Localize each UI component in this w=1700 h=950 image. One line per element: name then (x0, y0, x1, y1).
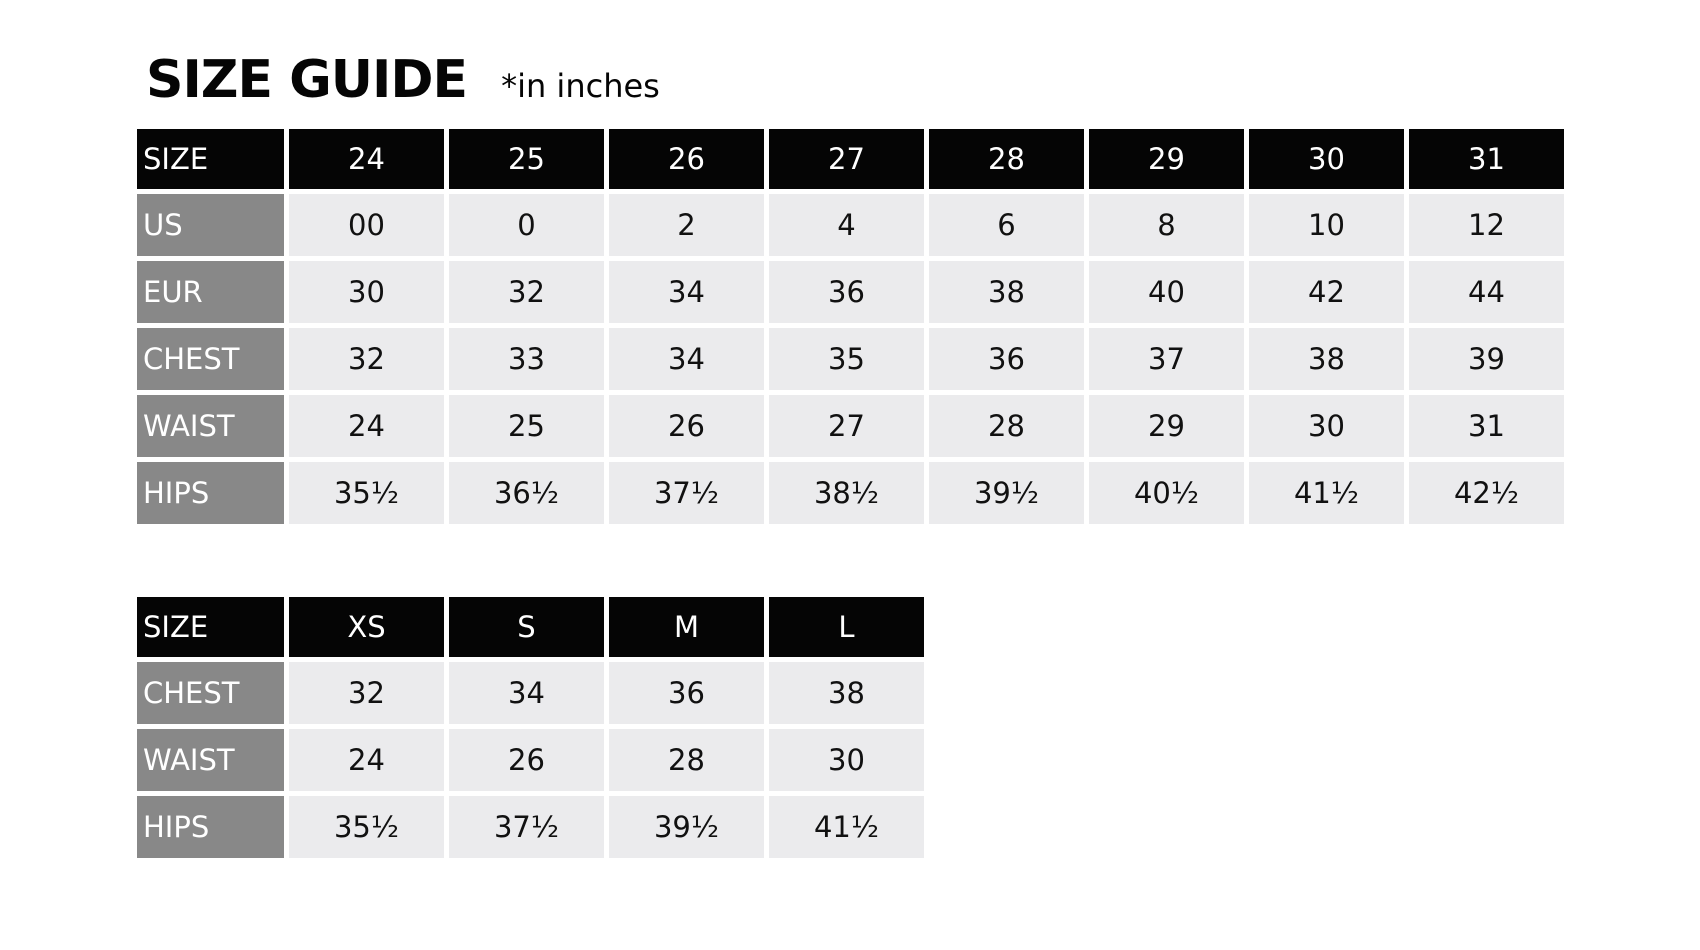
table-cell: 37½ (609, 462, 764, 524)
row-label-cell: CHEST (137, 662, 284, 724)
row-label-cell: CHEST (137, 328, 284, 390)
table-cell: 35½ (289, 796, 444, 858)
table-cell: 39 (1409, 328, 1564, 390)
header-cell: 24 (289, 129, 444, 189)
header-cell: 30 (1249, 129, 1404, 189)
header-cell: 27 (769, 129, 924, 189)
table-cell: 27 (769, 395, 924, 457)
row-label-cell: US (137, 194, 284, 256)
table-cell: 4 (769, 194, 924, 256)
table-cell: 6 (929, 194, 1084, 256)
page-title: SIZE GUIDE (146, 50, 468, 110)
table-cell: 38 (769, 662, 924, 724)
table-cell: 34 (609, 328, 764, 390)
table-cell: 12 (1409, 194, 1564, 256)
table-cell: 37½ (449, 796, 604, 858)
table-cell: 30 (289, 261, 444, 323)
row-label-cell: HIPS (137, 462, 284, 524)
table-cell: 33 (449, 328, 604, 390)
table-cell: 37 (1089, 328, 1244, 390)
row-label-cell: WAIST (137, 395, 284, 457)
table-cell: 34 (449, 662, 604, 724)
table-cell: 32 (449, 261, 604, 323)
table-cell: 36 (609, 662, 764, 724)
table-cell: 26 (449, 729, 604, 791)
table-cell: 42½ (1409, 462, 1564, 524)
table-cell: 40½ (1089, 462, 1244, 524)
units-note: *in inches (501, 67, 660, 105)
table-cell: 38 (929, 261, 1084, 323)
table-cell: 38½ (769, 462, 924, 524)
table-cell: 44 (1409, 261, 1564, 323)
table-cell: 25 (449, 395, 604, 457)
table-cell: 31 (1409, 395, 1564, 457)
table-cell: 24 (289, 395, 444, 457)
table-cell: 30 (769, 729, 924, 791)
table-cell: 42 (1249, 261, 1404, 323)
row-label-cell: HIPS (137, 796, 284, 858)
header-cell: 29 (1089, 129, 1244, 189)
table-cell: 34 (609, 261, 764, 323)
table-cell: 35 (769, 328, 924, 390)
row-label-cell: WAIST (137, 729, 284, 791)
table-cell: 36 (769, 261, 924, 323)
row-label-cell: EUR (137, 261, 284, 323)
table-cell: 10 (1249, 194, 1404, 256)
table-cell: 30 (1249, 395, 1404, 457)
numeric-size-table: SIZE 24 25 26 27 28 29 30 31 US 00 0 2 4 6 8 10 12 EUR 30 32… (137, 129, 1564, 524)
table-cell: 36 (929, 328, 1084, 390)
table-cell: 41½ (1249, 462, 1404, 524)
header-cell: M (609, 597, 764, 657)
table-cell: 36½ (449, 462, 604, 524)
header-cell: S (449, 597, 604, 657)
table-cell: 32 (289, 328, 444, 390)
header-label-cell: SIZE (137, 129, 284, 189)
table-cell: 28 (609, 729, 764, 791)
table-cell: 2 (609, 194, 764, 256)
header-cell: 25 (449, 129, 604, 189)
table-cell: 35½ (289, 462, 444, 524)
table-cell: 24 (289, 729, 444, 791)
table-cell: 38 (1249, 328, 1404, 390)
table-cell: 29 (1089, 395, 1244, 457)
table-cell: 00 (289, 194, 444, 256)
table-cell: 26 (609, 395, 764, 457)
table-cell: 40 (1089, 261, 1244, 323)
header-cell: 26 (609, 129, 764, 189)
table-cell: 8 (1089, 194, 1244, 256)
header-label-cell: SIZE (137, 597, 284, 657)
letter-size-table: SIZE XS S M L CHEST 32 34 36 38 WAIST 24 26 28 30 HIPS 3… (137, 597, 924, 858)
table-cell: 0 (449, 194, 604, 256)
page-title-block: SIZE GUIDE *in inches (146, 50, 660, 110)
table-cell: 39½ (609, 796, 764, 858)
table-cell: 41½ (769, 796, 924, 858)
header-cell: 28 (929, 129, 1084, 189)
header-cell: XS (289, 597, 444, 657)
header-cell: L (769, 597, 924, 657)
table-cell: 32 (289, 662, 444, 724)
table-cell: 39½ (929, 462, 1084, 524)
table-cell: 28 (929, 395, 1084, 457)
header-cell: 31 (1409, 129, 1564, 189)
